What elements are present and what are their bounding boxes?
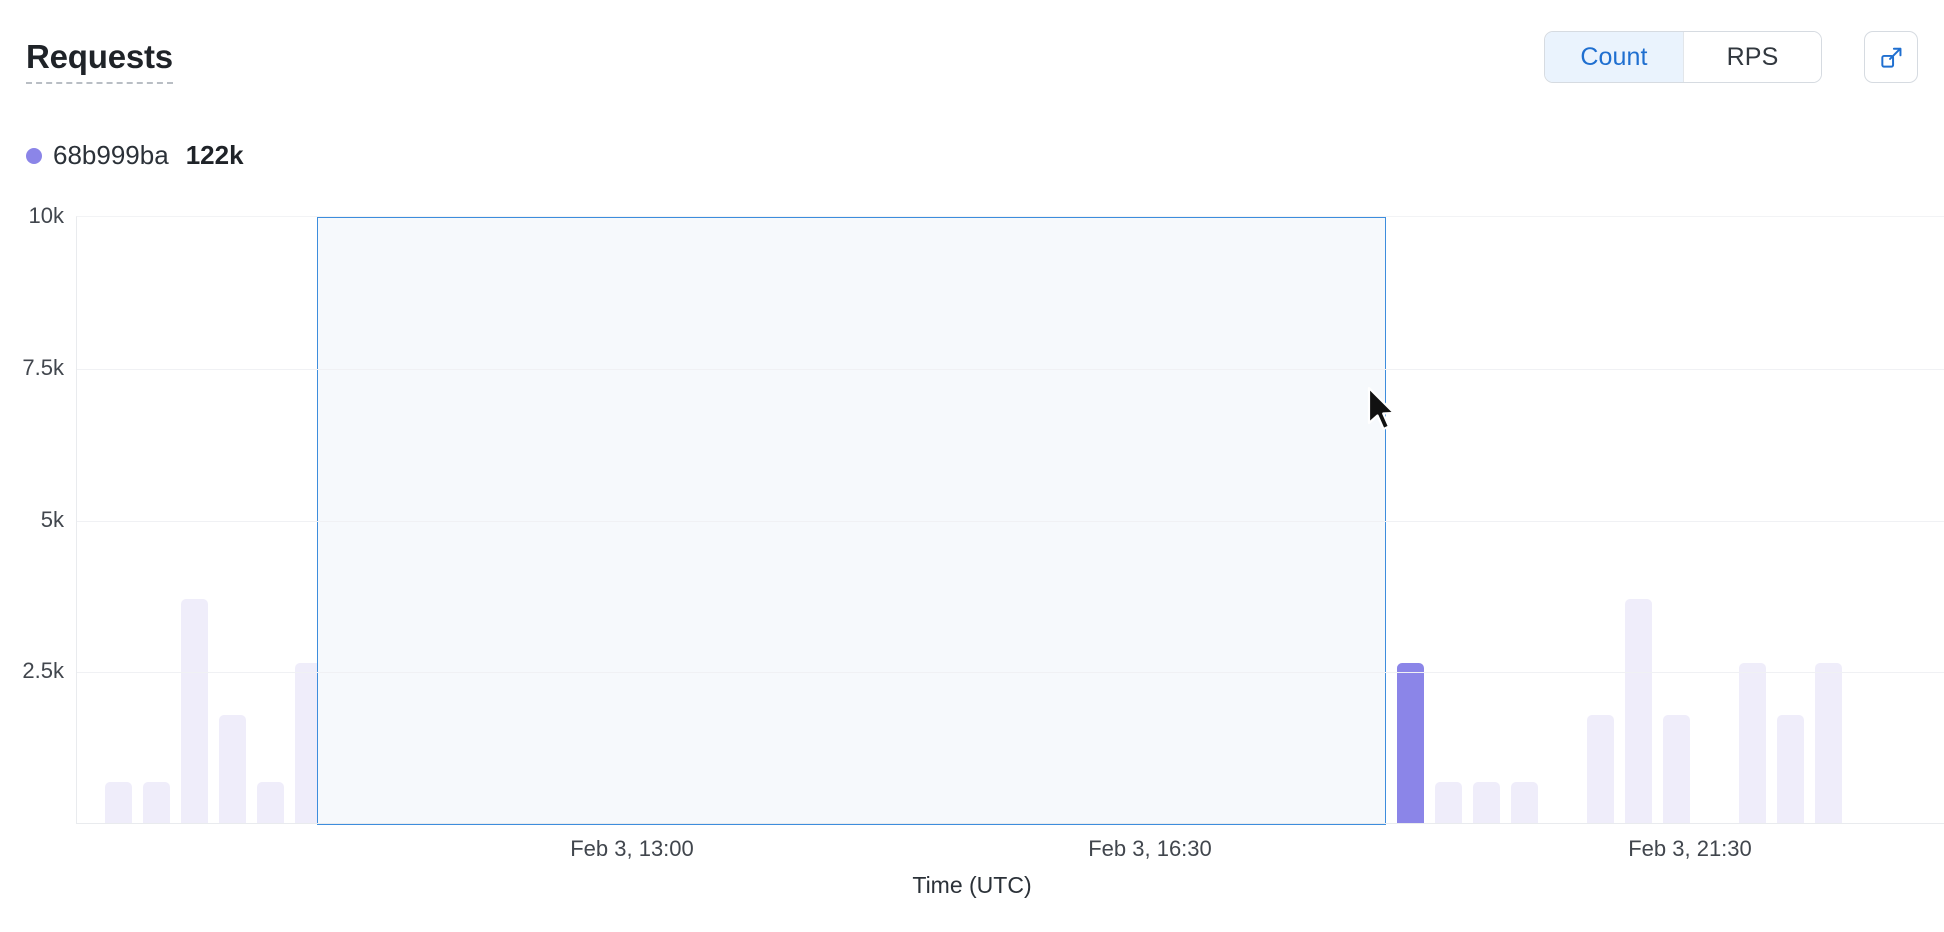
chart-bar[interactable] <box>713 781 740 824</box>
metric-mode-toggle[interactable]: Count RPS <box>1544 31 1822 83</box>
y-axis-tick-label: 2.5k <box>22 658 64 684</box>
legend-series-name: 68b999ba <box>53 140 169 170</box>
chart-bar[interactable] <box>637 663 664 824</box>
chart-bar[interactable] <box>333 535 360 824</box>
chart-legend[interactable]: 68b999ba 122k <box>26 140 244 171</box>
chart-bar[interactable] <box>181 599 208 824</box>
chart-bar[interactable] <box>1625 599 1652 824</box>
gridline <box>77 672 1944 674</box>
y-axis: 2.5k 5k 7.5k 10k <box>0 0 76 932</box>
panel-header: Requests Count RPS <box>0 0 1944 110</box>
x-axis-tick-label: Feb 3, 16:30 <box>1088 836 1212 861</box>
chart-bar[interactable] <box>1663 714 1690 824</box>
chart-bar[interactable] <box>751 599 778 824</box>
chart-bar[interactable] <box>599 663 626 824</box>
chart-bar[interactable] <box>371 599 398 824</box>
y-axis-tick-label: 7.5k <box>22 354 64 380</box>
chart-bar[interactable] <box>523 484 550 824</box>
chart-bar[interactable] <box>257 781 284 824</box>
gridline <box>77 368 1944 370</box>
y-axis-tick-label: 10k <box>28 203 64 228</box>
chart-bar[interactable] <box>827 781 854 824</box>
chart-bar[interactable] <box>143 781 170 824</box>
plot-area[interactable] <box>76 216 1944 825</box>
x-axis-tick-label: Feb 3, 21:30 <box>1628 836 1752 861</box>
chart-bar[interactable] <box>447 599 474 824</box>
chart-bar[interactable] <box>1435 781 1462 824</box>
chart-bar[interactable] <box>1739 663 1766 824</box>
chart-bar[interactable] <box>1587 714 1614 824</box>
chart-bar[interactable] <box>1245 781 1272 824</box>
x-axis-line <box>76 823 1944 824</box>
chart-bar[interactable] <box>1207 663 1234 824</box>
chart-bar[interactable] <box>903 599 930 824</box>
chart-bar[interactable] <box>1397 663 1424 824</box>
chart-bar[interactable] <box>1511 781 1538 824</box>
expand-button[interactable] <box>1864 31 1918 83</box>
chart-bar[interactable] <box>1169 663 1196 824</box>
chart-bar[interactable] <box>485 663 512 824</box>
chart-bar[interactable] <box>675 714 702 824</box>
chart-bar[interactable] <box>1359 714 1386 824</box>
expand-icon <box>1880 47 1901 68</box>
chart-bar[interactable] <box>1321 714 1348 824</box>
chart-bar[interactable] <box>979 599 1006 824</box>
page-title: Requests <box>26 39 173 84</box>
legend-series-value: 122k <box>185 140 244 170</box>
chart-bar[interactable] <box>789 599 816 824</box>
chart-bar[interactable] <box>105 781 132 824</box>
chart-bar[interactable] <box>409 663 436 824</box>
legend-color-dot <box>26 147 42 164</box>
chart-bar[interactable] <box>1283 781 1310 824</box>
chart-bar[interactable] <box>295 663 322 824</box>
x-axis-title: Time (UTC) <box>912 872 1032 898</box>
y-axis-tick-label: 5k <box>40 506 64 532</box>
chart-bar[interactable] <box>219 714 246 824</box>
tab-count[interactable]: Count <box>1545 32 1683 82</box>
chart-bar[interactable] <box>1093 663 1120 824</box>
chart-bar[interactable] <box>1131 283 1158 824</box>
gridline <box>77 520 1944 522</box>
tab-rps[interactable]: RPS <box>1683 32 1821 82</box>
chart-bar[interactable] <box>1815 663 1842 824</box>
chart-bar[interactable] <box>1017 599 1044 824</box>
chart-bar[interactable] <box>865 359 892 824</box>
chart-bar[interactable] <box>941 781 968 824</box>
chart-bar[interactable] <box>1473 781 1500 824</box>
chart-bar[interactable] <box>1777 714 1804 824</box>
x-axis-tick-label: Feb 3, 13:00 <box>570 836 694 861</box>
